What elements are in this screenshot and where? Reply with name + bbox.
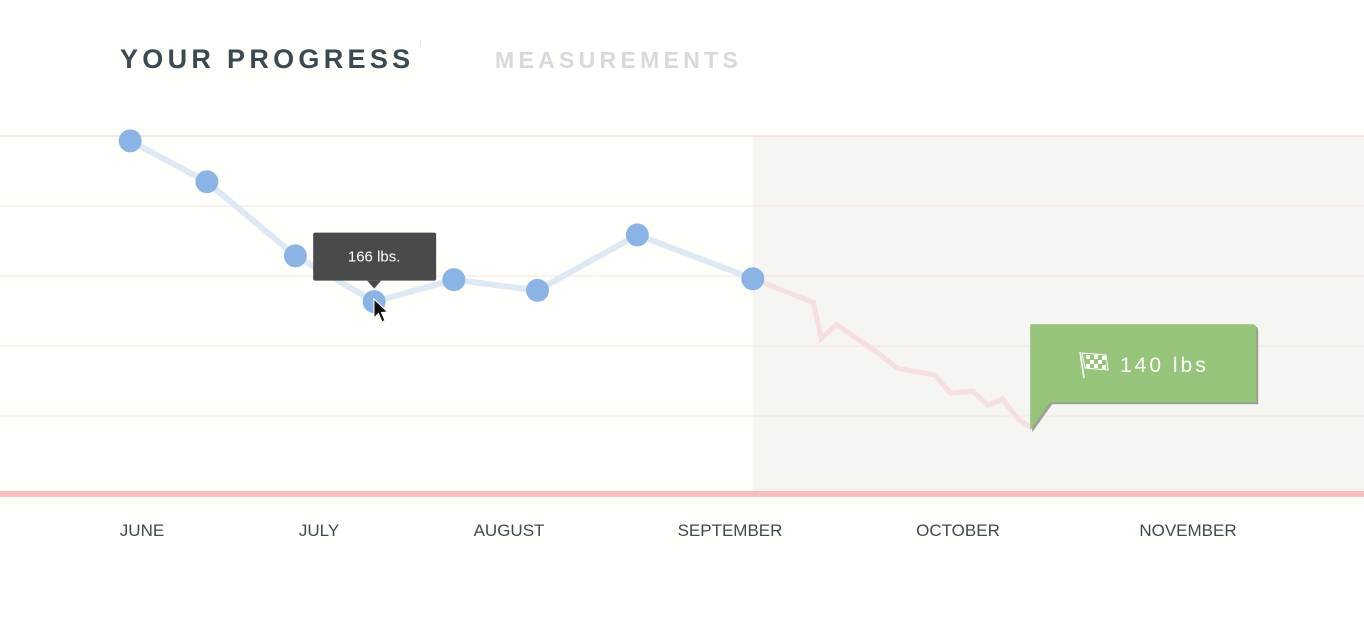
x-tick-label: AUGUST (474, 521, 545, 540)
actual-weight-line (128, 138, 754, 305)
data-point[interactable] (625, 223, 649, 247)
data-point[interactable] (741, 267, 765, 291)
data-point[interactable] (283, 244, 307, 268)
x-tick-label: JUNE (120, 521, 164, 540)
data-point[interactable] (118, 129, 142, 153)
goal-badge-box (1030, 324, 1257, 431)
data-point[interactable] (526, 278, 550, 302)
value-tooltip: 166 lbs. (313, 232, 437, 289)
data-point[interactable] (195, 170, 219, 194)
checkered-flag-icon (1079, 351, 1109, 379)
forecast-region (752, 136, 1364, 491)
x-axis-labels: JUNE JULY AUGUST SEPTEMBER OCTOBER NOVEM… (120, 521, 1237, 540)
x-tick-label: SEPTEMBER (678, 521, 783, 540)
x-axis-baseline (0, 491, 1364, 497)
tooltip-box (313, 232, 437, 281)
tab-measurements[interactable]: MEASUREMENTS (495, 47, 743, 73)
tooltip-arrow (367, 280, 382, 289)
x-tick-label: OCTOBER (916, 521, 1000, 540)
mouse-cursor-icon (373, 297, 389, 323)
goal-badge[interactable]: 140 lbs (1030, 324, 1259, 433)
projection-line (751, 276, 1034, 431)
x-tick-label: NOVEMBER (1139, 521, 1236, 540)
tab-divider (420, 40, 421, 46)
tooltip-text: 166 lbs. (348, 249, 401, 266)
tab-your-progress[interactable]: YOUR PROGRESS (120, 44, 415, 74)
data-point[interactable] (442, 268, 466, 292)
goal-weight-label: 140 lbs (1120, 354, 1209, 377)
x-tick-label: JULY (299, 521, 339, 540)
